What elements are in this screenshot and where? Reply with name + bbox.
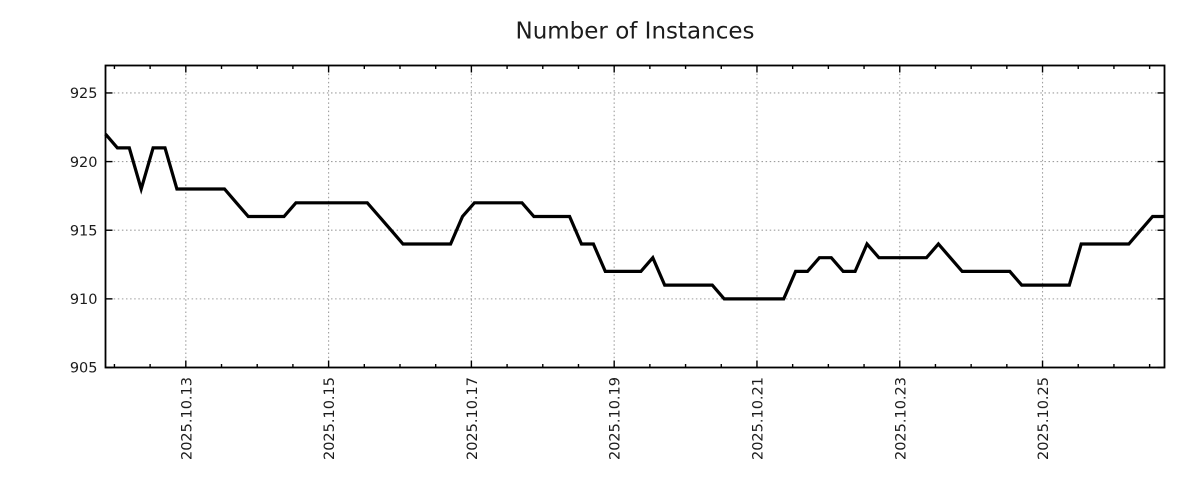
- y-tick-label: 920: [70, 155, 98, 171]
- x-tick-label: 2025.10.23: [893, 377, 909, 460]
- plot-border: [104, 64, 1166, 369]
- x-tick-label: 2025.10.19: [608, 377, 624, 460]
- y-tick-label: 905: [70, 361, 98, 377]
- x-tick-label: 2025.10.21: [750, 377, 766, 460]
- x-tick-label: 2025.10.17: [465, 377, 481, 460]
- x-tick-label: 2025.10.13: [179, 377, 195, 460]
- x-tick-label: 2025.10.25: [1036, 377, 1052, 460]
- series-layer: [104, 133, 1165, 301]
- grid-layer: [105, 65, 1165, 368]
- chart-title: Number of Instances: [516, 19, 755, 45]
- y-tick-label: 910: [70, 292, 98, 308]
- y-tick-label: 915: [70, 223, 98, 239]
- data-series-line: [104, 133, 1165, 301]
- x-tick-label: 2025.10.15: [322, 377, 338, 460]
- axis-label-layer: 905 910 915 920 925 2025.10.13 2025.10.15 2025.…: [70, 86, 1052, 460]
- y-tick-label: 925: [70, 86, 98, 102]
